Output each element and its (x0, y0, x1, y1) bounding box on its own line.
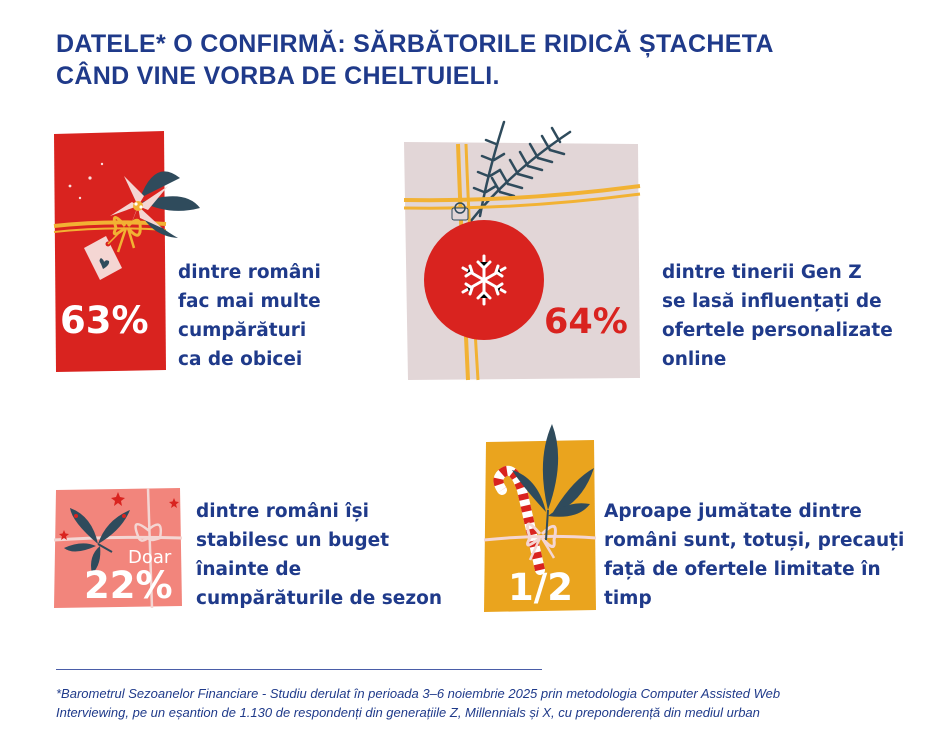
stat-63-line: fac mai multe (178, 291, 321, 312)
stat-half-value: 1/2 (508, 566, 574, 609)
stat-22-prefix: Doar (128, 547, 172, 568)
stat-64-value: 64% (544, 302, 628, 342)
ornament-gift-illustration (403, 120, 641, 381)
stat-63-line: dintre români (178, 262, 321, 283)
stat-64-line: dintre tinerii Gen Z (662, 262, 862, 283)
stat-63-line: cumpărături (178, 320, 307, 341)
stat-22-value: 22% (84, 564, 173, 607)
footnote-line-2: Interviewing, pe un eșantion de 1.130 de… (56, 705, 760, 720)
stat-22-description: dintre români își stabilesc un buget îna… (196, 497, 442, 613)
stat-64-line: se lasă influențați de (662, 291, 882, 312)
stat-22-line: înainte de (196, 559, 302, 580)
stat-half-line: timp (604, 588, 652, 609)
page-title-line-2: CÂND VINE VORBA DE CHELTUIELI. (56, 62, 500, 90)
footnote-divider (56, 669, 542, 670)
stat-64-description: dintre tinerii Gen Z se lasă influențați… (662, 258, 893, 374)
footnote-line-1: *Barometrul Sezoanelor Financiare - Stud… (56, 686, 781, 701)
stat-22-line: dintre români își (196, 501, 369, 522)
stat-22-line: stabilesc un buget (196, 530, 390, 551)
stat-64-line: online (662, 349, 727, 370)
page-title: DATELE* O CONFIRMĂ: SĂRBĂTORILE RIDICĂ Ș… (56, 28, 876, 92)
stat-half-line: Aproape jumătate dintre (604, 501, 862, 522)
red-gift-illustration (53, 131, 200, 372)
stat-half-line: față de ofertele limitate în (604, 559, 881, 580)
stat-63-line: ca de obicei (178, 349, 303, 370)
stat-22-line: cumpărăturile de sezon (196, 588, 442, 609)
salmon-gift-illustration (53, 487, 183, 609)
stat-half-line: români sunt, totuși, precauți (604, 530, 905, 551)
stat-63-value: 63% (60, 299, 149, 342)
footnote: *Barometrul Sezoanelor Financiare - Stud… (56, 684, 916, 722)
candy-cane-gift-illustration (483, 424, 597, 612)
stat-63-description: dintre români fac mai multe cumpărături … (178, 258, 321, 374)
stat-half-description: Aproape jumătate dintre români sunt, tot… (604, 497, 904, 613)
stat-64-line: ofertele personalizate (662, 320, 893, 341)
page-title-line-1: DATELE* O CONFIRMĂ: SĂRBĂTORILE RIDICĂ Ș… (56, 30, 774, 58)
